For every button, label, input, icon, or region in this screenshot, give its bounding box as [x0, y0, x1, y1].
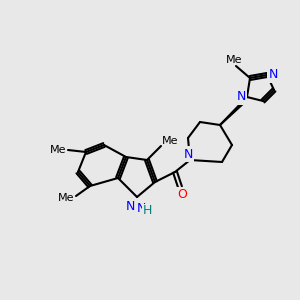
Text: N: N	[136, 202, 146, 215]
Text: H: H	[142, 205, 152, 218]
Text: Me: Me	[226, 55, 242, 65]
Text: NH: NH	[126, 200, 144, 214]
Text: O: O	[177, 188, 187, 202]
Text: N: N	[268, 68, 278, 82]
Text: Me: Me	[162, 136, 178, 146]
Text: N: N	[236, 91, 246, 103]
Text: N: N	[183, 148, 193, 160]
Text: Me: Me	[50, 145, 66, 155]
Text: Me: Me	[58, 193, 74, 203]
